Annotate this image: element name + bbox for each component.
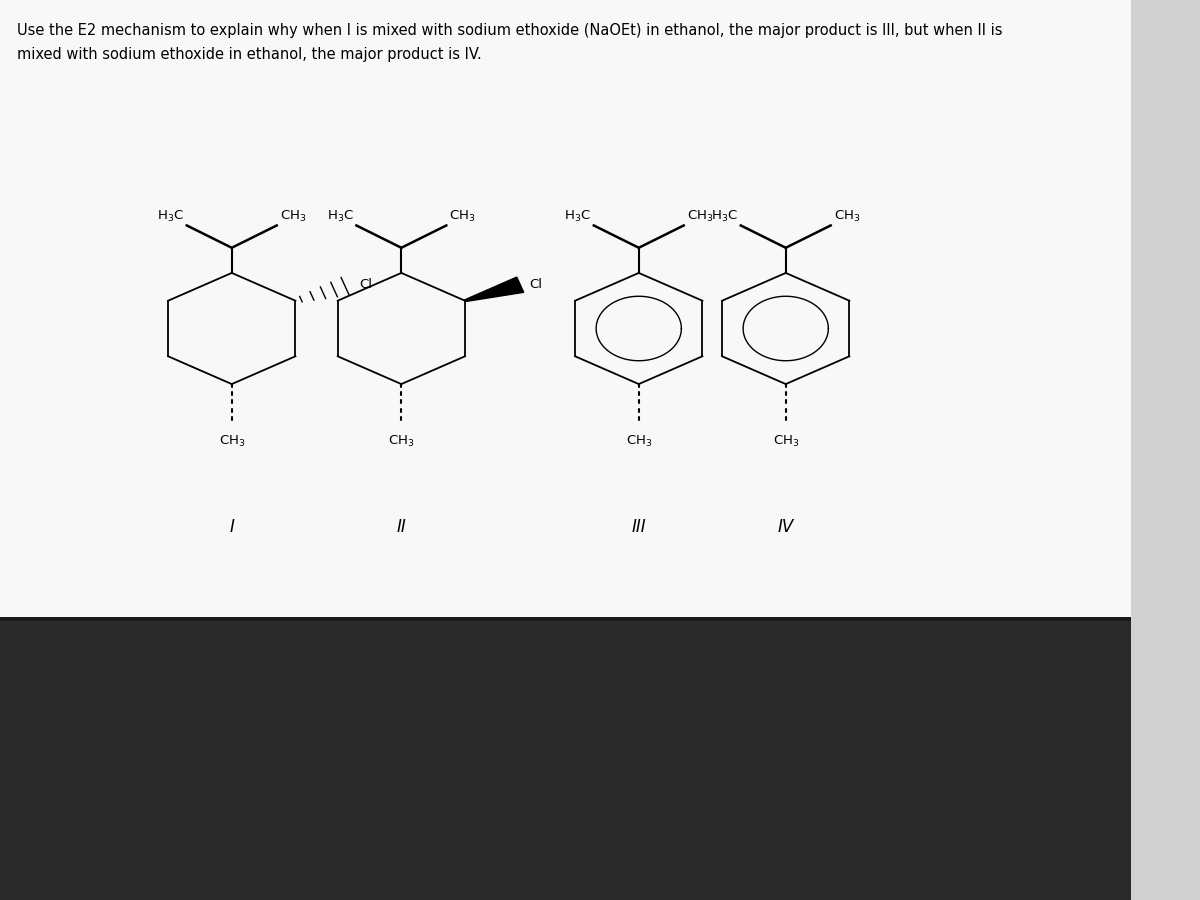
Text: CH$_3$: CH$_3$ bbox=[773, 434, 799, 449]
Text: H$_3$C: H$_3$C bbox=[157, 209, 184, 224]
Text: CH$_3$: CH$_3$ bbox=[388, 434, 414, 449]
Text: CH$_3$: CH$_3$ bbox=[625, 434, 652, 449]
Text: H$_3$C: H$_3$C bbox=[326, 209, 354, 224]
Text: III: III bbox=[631, 518, 646, 536]
FancyBboxPatch shape bbox=[0, 616, 1130, 621]
Text: CH$_3$: CH$_3$ bbox=[834, 209, 860, 224]
Text: CH$_3$: CH$_3$ bbox=[280, 209, 306, 224]
Text: Cl: Cl bbox=[529, 278, 542, 292]
Text: CH$_3$: CH$_3$ bbox=[449, 209, 475, 224]
Text: II: II bbox=[396, 518, 407, 536]
Text: IV: IV bbox=[778, 518, 794, 536]
Text: CH$_3$: CH$_3$ bbox=[218, 434, 245, 449]
Text: I: I bbox=[229, 518, 234, 536]
Text: Cl: Cl bbox=[360, 278, 372, 292]
FancyBboxPatch shape bbox=[0, 0, 1130, 616]
Text: H$_3$C: H$_3$C bbox=[710, 209, 738, 224]
Text: mixed with sodium ethoxide in ethanol, the major product is IV.: mixed with sodium ethoxide in ethanol, t… bbox=[17, 47, 481, 62]
FancyBboxPatch shape bbox=[0, 621, 1130, 900]
Text: Use the E2 mechanism to explain why when I is mixed with sodium ethoxide (NaOEt): Use the E2 mechanism to explain why when… bbox=[17, 22, 1002, 38]
Text: H$_3$C: H$_3$C bbox=[564, 209, 590, 224]
Text: CH$_3$: CH$_3$ bbox=[686, 209, 713, 224]
Polygon shape bbox=[464, 277, 523, 302]
